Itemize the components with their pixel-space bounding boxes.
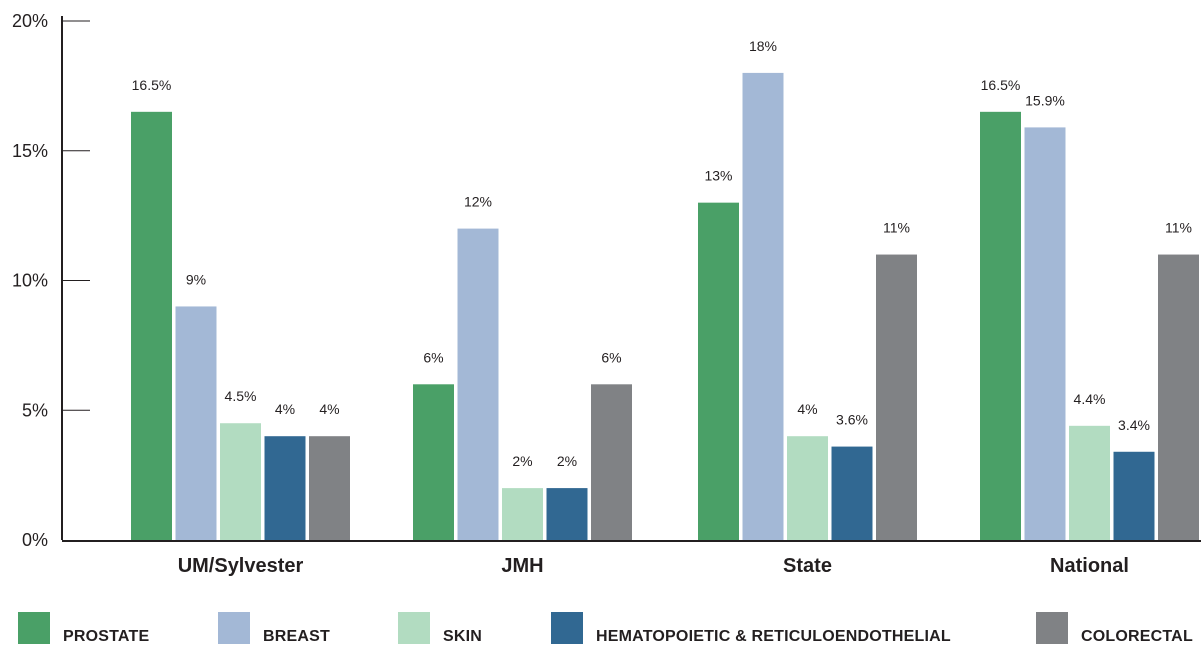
bar-skin-state (787, 436, 828, 540)
bar-skin-um-sylvester (220, 423, 261, 540)
bar-prostate-state (698, 202, 739, 540)
data-label-hematopoietic-reticuloendothelial-state: 3.6% (836, 412, 868, 428)
data-label-skin-national: 4.4% (1074, 391, 1106, 407)
data-label-prostate-national: 16.5% (981, 77, 1021, 93)
data-label-hematopoietic-reticuloendothelial-national: 3.4% (1118, 417, 1150, 433)
legend-swatch-skin (398, 612, 430, 644)
bar-prostate-um-sylvester (131, 111, 172, 540)
legend-label-breast: BREAST (263, 628, 330, 645)
bar-prostate-jmh (413, 384, 454, 540)
bar-colorectal-national (1158, 254, 1199, 541)
x-category-label-state: State (783, 555, 832, 577)
legend-swatch-breast (218, 612, 250, 644)
y-tick-label-4: 20% (12, 11, 48, 31)
bar-hematopoietic-reticuloendothelial-jmh (546, 488, 588, 540)
bar-colorectal-jmh (591, 384, 632, 540)
x-category-label-um-sylvester: UM/Sylvester (178, 555, 304, 577)
data-label-breast-state: 18% (749, 38, 777, 54)
bar-skin-national (1069, 425, 1110, 540)
bar-colorectal-um-sylvester (309, 436, 350, 540)
legend-swatch-colorectal (1036, 612, 1068, 644)
data-label-skin-um-sylvester: 4.5% (225, 388, 257, 404)
legend-label-skin: SKIN (443, 628, 483, 645)
bar-hematopoietic-reticuloendothelial-national (1113, 451, 1155, 540)
y-tick-label-1: 5% (22, 400, 48, 420)
bar-prostate-national (980, 111, 1021, 540)
bar-colorectal-state (876, 254, 917, 541)
y-tick-label-3: 15% (12, 141, 48, 161)
data-label-colorectal-state: 11% (883, 220, 910, 236)
data-label-colorectal-national: 11% (1165, 220, 1192, 236)
legend-swatch-prostate (18, 612, 50, 644)
legend: PROSTATE BREAST SKIN HEMATOPOIETIC & RET… (0, 612, 1201, 650)
legend-label-hematopoietic: HEMATOPOIETIC & RETICULOENDOTHELIAL (596, 628, 951, 645)
x-category-label-national: National (1050, 555, 1129, 577)
bar-skin-jmh (502, 488, 543, 540)
bar-breast-national (1024, 127, 1066, 541)
data-label-hematopoietic-reticuloendothelial-um-sylvester: 4% (275, 401, 295, 417)
data-label-hematopoietic-reticuloendothelial-jmh: 2% (557, 453, 577, 469)
data-label-skin-jmh: 2% (512, 453, 532, 469)
data-label-skin-state: 4% (797, 401, 817, 417)
legend-label-prostate: PROSTATE (63, 628, 150, 645)
bar-hematopoietic-reticuloendothelial-um-sylvester (264, 436, 306, 540)
bar-breast-jmh (457, 228, 499, 540)
bar-breast-state (742, 72, 784, 541)
legend-swatch-hematopoietic (551, 612, 583, 644)
data-label-prostate-jmh: 6% (423, 349, 443, 365)
bar-hematopoietic-reticuloendothelial-state (831, 446, 873, 540)
data-label-breast-um-sylvester: 9% (186, 271, 206, 287)
y-tick-label-2: 10% (12, 271, 48, 291)
x-category-label-jmh: JMH (501, 555, 543, 577)
data-label-colorectal-jmh: 6% (601, 349, 621, 365)
data-label-breast-jmh: 12% (464, 194, 492, 210)
data-label-breast-national: 15.9% (1025, 92, 1065, 108)
bar-chart: 16.5% 6% 13% 16.5% 9% 12% 18% 15.9% 4.5% 2% 4% 4.4%… (12, 11, 1201, 577)
data-label-colorectal-um-sylvester: 4% (319, 401, 339, 417)
y-tick-label-0: 0% (22, 530, 48, 550)
data-label-prostate-state: 13% (704, 168, 732, 184)
data-label-prostate-um-sylvester: 16.5% (132, 77, 172, 93)
bar-breast-um-sylvester (175, 306, 217, 540)
legend-label-colorectal: COLORECTAL (1081, 628, 1193, 645)
